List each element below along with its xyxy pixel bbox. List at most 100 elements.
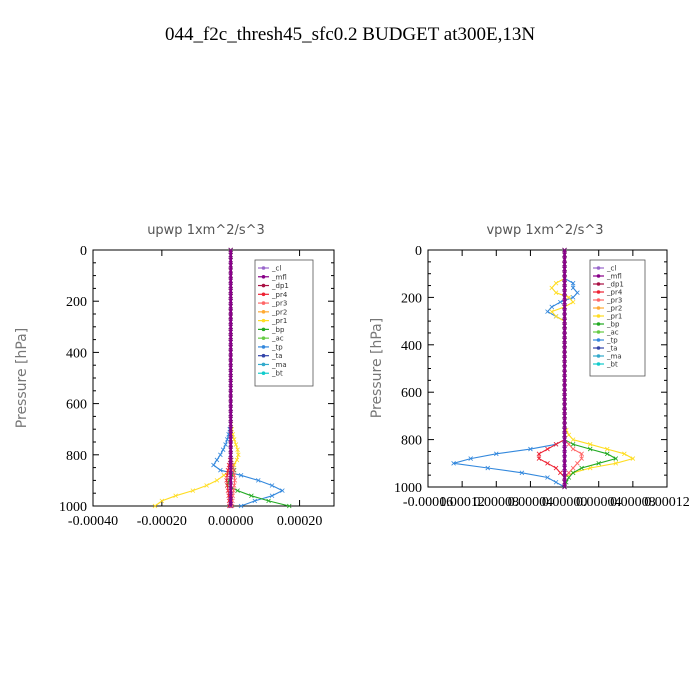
vpwp-marker-mfl <box>562 370 567 376</box>
upwp-marker-mfl <box>228 406 233 412</box>
vpwp-legend-label: _pr4 <box>606 289 623 297</box>
upwp-legend-label: _bt <box>271 370 283 378</box>
vpwp-marker-pr1 <box>549 285 555 291</box>
upwp-marker-tp <box>252 498 258 504</box>
upwp-marker-mfl <box>228 442 233 447</box>
upwp-marker-mfl <box>228 273 233 278</box>
upwp-marker-mfl <box>228 467 233 473</box>
upwp-marker-pr1 <box>173 493 178 499</box>
vpwp-marker-mfl <box>562 404 567 409</box>
upwp-marker-pr1 <box>214 478 220 483</box>
vpwp-marker-mfl <box>562 337 567 343</box>
upwp-marker-bp <box>249 493 254 499</box>
upwp-marker-pr1 <box>236 452 241 458</box>
upwp-marker-bp <box>286 503 292 509</box>
upwp-marker-mfl <box>228 329 233 335</box>
upwp-marker-mfl <box>228 380 233 386</box>
upwp-legend-marker <box>261 292 266 297</box>
vpwp-marker-pr4 <box>536 456 542 461</box>
vpwp-marker-pr4 <box>545 446 550 452</box>
upwp-marker-mfl <box>228 483 233 488</box>
upwp-legend-marker <box>261 318 266 323</box>
upwp-marker-mfl <box>228 309 233 314</box>
vpwp-marker-mfl <box>562 323 567 329</box>
vpwp-marker-pr4 <box>536 451 542 457</box>
upwp-legend-marker <box>261 362 266 367</box>
vpwp-marker-mfl <box>562 271 567 276</box>
vpwp-marker-mfl <box>562 257 567 262</box>
vpwp-marker-bp <box>596 461 601 466</box>
vpwp-marker-mfl <box>562 442 567 447</box>
upwp-marker-tp <box>269 493 275 499</box>
vpwp-legend-label: _bp <box>606 321 620 329</box>
vpwp-marker-mfl <box>562 451 567 457</box>
vpwp-legend-label: _ma <box>606 353 622 361</box>
vpwp-marker-pr1 <box>566 432 572 438</box>
vpwp-marker-mfl <box>562 465 567 471</box>
vpwp-marker-pr1 <box>553 314 559 319</box>
upwp-legend-marker <box>261 283 266 288</box>
vpwp-marker-pr1 <box>570 437 576 442</box>
upwp-marker-mfl <box>228 314 233 319</box>
upwp-legend-label: _pr4 <box>271 291 288 299</box>
vpwp-marker-mfl <box>562 366 567 371</box>
vpwp-marker-pr4 <box>558 470 563 476</box>
vpwp-marker-mfl <box>562 394 567 400</box>
vpwp-marker-pr1 <box>587 465 593 471</box>
vpwp-marker-pr3 <box>579 456 584 461</box>
upwp-marker-mfl <box>228 278 233 284</box>
upwp-legend-label: _pr3 <box>271 300 287 308</box>
vpwp-marker-pr1 <box>549 309 555 314</box>
upwp-legend-marker <box>261 274 266 279</box>
upwp-legend-marker <box>261 327 266 332</box>
upwp-marker-mfl <box>228 401 233 406</box>
vpwp-marker-mfl <box>562 342 567 348</box>
upwp-xtick-label: 0.00020 <box>277 514 323 529</box>
vpwp-legend-marker <box>596 322 601 326</box>
upwp-marker-pr1 <box>190 488 196 493</box>
vpwp-marker-mfl <box>562 295 567 300</box>
vpwp-marker-mfl <box>562 247 567 253</box>
upwp-marker-mfl <box>228 268 233 273</box>
vpwp-marker-tp <box>553 479 559 485</box>
upwp-legend-label: _dp1 <box>271 282 289 290</box>
upwp-marker-mfl <box>228 478 233 483</box>
vpwp-marker-mfl <box>562 385 567 390</box>
upwp-legend-label: _ac <box>271 335 284 343</box>
vpwp-marker-mfl <box>562 479 567 485</box>
vpwp-marker-pr3 <box>570 465 576 471</box>
upwp-marker-mfl <box>228 426 233 432</box>
vpwp-marker-mfl <box>562 252 567 258</box>
upwp-ylabel: Pressure [hPa] <box>14 328 30 428</box>
upwp-ytick-label: 200 <box>66 295 87 310</box>
vpwp-marker-pr4 <box>545 461 550 466</box>
vpwp-marker-mfl <box>562 408 567 414</box>
vpwp-marker-pr3 <box>566 442 572 447</box>
vpwp-marker-tp <box>528 446 533 452</box>
vpwp-marker-bp <box>566 475 572 480</box>
upwp-legend-marker <box>261 353 266 358</box>
vpwp-marker-mfl <box>562 470 567 476</box>
vpwp-marker-mfl <box>562 333 567 338</box>
vpwp-legend-marker <box>596 266 601 270</box>
upwp-marker-tp <box>214 457 220 463</box>
vpwp-marker-tp <box>494 451 499 457</box>
upwp-marker-bp <box>266 498 271 504</box>
upwp-marker-tp <box>238 472 244 478</box>
vpwp-marker-mfl <box>562 461 567 466</box>
vpwp-legend-marker <box>596 354 601 358</box>
upwp-marker-tp <box>255 478 261 483</box>
upwp-marker-tp <box>269 483 275 488</box>
upwp-marker-mfl <box>228 452 233 458</box>
vpwp-marker-mfl <box>562 456 567 461</box>
vpwp-marker-mfl <box>562 285 567 291</box>
upwp-ytick-label: 600 <box>66 398 87 413</box>
vpwp-marker-mfl <box>562 361 567 367</box>
vpwp-marker-mfl <box>562 328 567 333</box>
vpwp-marker-tp <box>468 456 473 461</box>
upwp-marker-pr1 <box>159 498 165 504</box>
vpwp-marker-bp <box>587 446 593 452</box>
vpwp-marker-pr1 <box>570 299 576 305</box>
upwp-marker-pr4 <box>224 483 230 488</box>
